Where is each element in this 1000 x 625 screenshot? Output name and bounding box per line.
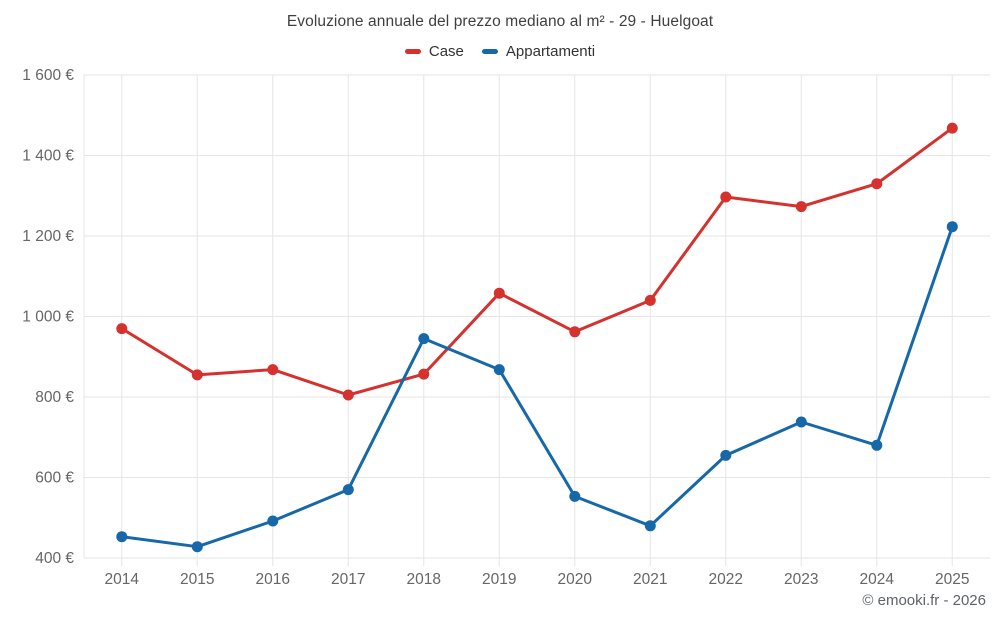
x-axis-tick-label: 2018 (407, 571, 441, 588)
data-point-case-2017[interactable] (342, 389, 354, 401)
y-axis-tick-label: 1 200 € (22, 228, 74, 245)
data-point-appartamenti-2024[interactable] (871, 439, 883, 451)
x-axis-tick-label: 2015 (180, 571, 214, 588)
y-axis-tick-label: 600 € (35, 470, 74, 487)
y-axis-tick-label: 800 € (35, 389, 74, 406)
x-axis-tick-label: 2017 (331, 571, 365, 588)
data-point-case-2015[interactable] (191, 369, 203, 381)
x-axis-tick-label: 2025 (935, 571, 969, 588)
data-point-appartamenti-2017[interactable] (342, 484, 354, 496)
data-point-appartamenti-2015[interactable] (191, 541, 203, 553)
x-axis-tick-label: 2022 (709, 571, 743, 588)
data-point-appartamenti-2016[interactable] (267, 515, 279, 527)
data-point-appartamenti-2021[interactable] (644, 520, 656, 532)
y-axis-tick-label: 1 600 € (22, 67, 74, 84)
data-point-case-2014[interactable] (116, 323, 128, 335)
chart-legend: Case Appartamenti (0, 43, 1000, 60)
legend-swatch-appartamenti-icon (481, 49, 498, 54)
data-point-case-2021[interactable] (644, 294, 656, 306)
data-point-case-2023[interactable] (795, 201, 807, 213)
chart-title: Evoluzione annuale del prezzo mediano al… (286, 13, 714, 30)
y-axis-tick-label: 1 000 € (22, 309, 74, 326)
data-point-appartamenti-2022[interactable] (720, 449, 732, 461)
data-point-case-2020[interactable] (569, 326, 581, 338)
x-axis-tick-label: 2024 (860, 571, 895, 588)
legend-label-case: Case (428, 43, 464, 60)
data-point-case-2024[interactable] (871, 178, 883, 190)
data-point-case-2025[interactable] (946, 122, 958, 134)
data-point-case-2022[interactable] (720, 191, 732, 203)
x-axis-tick-label: 2019 (482, 571, 516, 588)
data-point-appartamenti-2018[interactable] (418, 333, 430, 345)
x-axis-tick-label: 2023 (784, 571, 818, 588)
legend-swatch-case-icon (404, 49, 421, 54)
data-point-appartamenti-2019[interactable] (493, 364, 505, 376)
x-axis-tick-label: 2014 (105, 571, 140, 588)
data-point-appartamenti-2020[interactable] (569, 490, 581, 502)
data-point-appartamenti-2023[interactable] (795, 416, 807, 428)
series-line-appartamenti (120, 225, 954, 549)
x-axis-tick-label: 2021 (633, 571, 667, 588)
series-line-case (120, 126, 954, 397)
legend-label-appartamenti: Appartamenti (505, 43, 596, 60)
x-axis-tick-label: 2020 (558, 571, 593, 588)
data-point-appartamenti-2025[interactable] (946, 221, 958, 233)
y-axis-tick-label: 1 400 € (22, 148, 74, 165)
legend-item-case[interactable]: Case (404, 43, 464, 60)
data-point-case-2018[interactable] (418, 368, 430, 380)
data-point-appartamenti-2014[interactable] (116, 531, 128, 543)
data-point-case-2019[interactable] (493, 287, 505, 299)
legend-item-appartamenti[interactable]: Appartamenti (481, 43, 596, 60)
y-axis-tick-label: 400 € (35, 550, 74, 567)
data-point-case-2016[interactable] (267, 364, 279, 376)
credits-link[interactable]: © emooki.fr - 2026 (862, 592, 986, 609)
x-axis-tick-label: 2016 (256, 571, 290, 588)
